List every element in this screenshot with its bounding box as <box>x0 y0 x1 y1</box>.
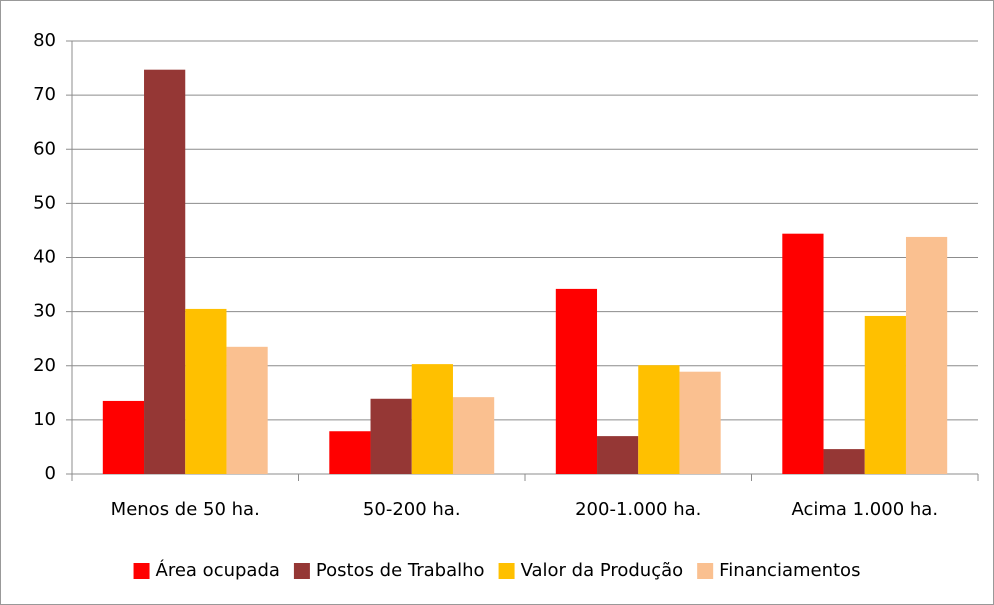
bar <box>226 346 268 474</box>
legend-label: Área ocupada <box>156 559 280 581</box>
legend-swatch <box>498 563 515 579</box>
y-tick-label: 80 <box>33 30 56 51</box>
legend-swatch <box>697 563 714 579</box>
x-tick-label: Menos de 50 ha. <box>111 499 260 520</box>
bar <box>782 233 824 474</box>
y-tick-label: 70 <box>33 84 56 105</box>
bar <box>144 69 186 474</box>
bar <box>597 436 639 474</box>
bar <box>452 397 495 474</box>
bar <box>638 365 680 474</box>
legend-swatch <box>133 563 150 579</box>
y-tick-label: 10 <box>33 409 56 430</box>
y-tick-label: 30 <box>33 301 56 322</box>
x-tick-label: Acima 1.000 ha. <box>791 499 938 520</box>
legend-label: Postos de Trabalho <box>316 560 485 581</box>
legend-swatch <box>293 563 310 579</box>
legend-label: Valor da Produção <box>521 560 684 581</box>
bar <box>823 449 865 474</box>
y-tick-label: 50 <box>33 192 56 213</box>
bar <box>185 308 227 474</box>
y-tick-label: 60 <box>33 138 56 159</box>
y-tick-label: 0 <box>45 463 56 484</box>
bar <box>905 236 948 474</box>
bar <box>411 364 453 474</box>
legend-label: Financiamentos <box>719 560 860 581</box>
y-tick-label: 40 <box>33 247 56 268</box>
bar <box>329 431 371 474</box>
x-tick-label: 200-1.000 ha. <box>575 499 701 520</box>
bar <box>555 288 598 474</box>
x-tick-label: 50-200 ha. <box>363 499 461 520</box>
bar <box>864 315 906 474</box>
y-tick-label: 20 <box>33 355 56 376</box>
bar <box>679 371 721 474</box>
bar <box>102 400 145 474</box>
bar <box>370 398 412 474</box>
